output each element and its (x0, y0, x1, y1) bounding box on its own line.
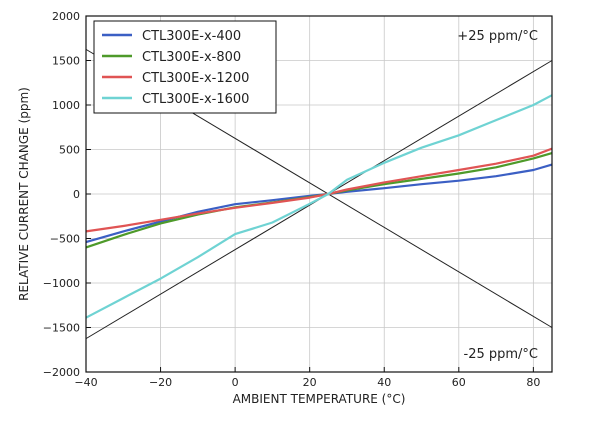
x-axis-ticks: −40 −20 0 20 40 60 80 (74, 367, 540, 389)
legend-entry: CTL300E-x-400 (142, 29, 241, 44)
x-tick-label: 40 (377, 376, 391, 389)
y-tick-label: 0 (73, 188, 80, 201)
x-axis-label: AMBIENT TEMPERATURE (°C) (233, 392, 406, 406)
legend: CTL300E-x-400 CTL300E-x-800 CTL300E-x-1200… (93, 20, 277, 114)
negative-tc-label: -25 ppm/°C (464, 347, 539, 362)
y-axis-ticks: −2000 −1500 −1000 −500 0 500 1000 1500 2000 (43, 10, 91, 379)
y-tick-label: −500 (50, 233, 80, 246)
y-tick-label: −1000 (43, 277, 80, 290)
x-tick-label: 0 (232, 376, 239, 389)
data-series (85, 94, 553, 319)
legend-entry: CTL300E-x-1200 (142, 71, 249, 86)
series-line-ctl300e-x-1600 (85, 94, 553, 319)
y-tick-label: 1000 (52, 99, 80, 112)
x-tick-label: 80 (526, 376, 540, 389)
y-tick-label: 2000 (52, 10, 80, 23)
y-tick-label: 1500 (52, 55, 80, 68)
x-tick-label: 20 (303, 376, 317, 389)
positive-tc-label: +25 ppm/°C (457, 29, 538, 44)
y-tick-label: 500 (59, 144, 80, 157)
x-tick-label: −20 (149, 376, 172, 389)
x-tick-label: −40 (74, 376, 97, 389)
y-tick-label: −2000 (43, 366, 80, 379)
legend-entry: CTL300E-x-800 (142, 50, 241, 65)
x-tick-label: 60 (452, 376, 466, 389)
y-axis-label: RELATIVE CURRENT CHANGE (ppm) (17, 87, 31, 301)
legend-entry: CTL300E-x-1600 (142, 92, 249, 107)
y-tick-label: −1500 (43, 322, 80, 335)
